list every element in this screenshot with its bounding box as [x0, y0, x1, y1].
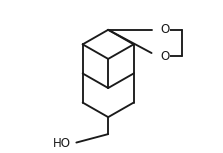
Text: O: O	[160, 50, 169, 63]
Text: HO: HO	[52, 137, 70, 150]
Text: O: O	[160, 23, 169, 36]
